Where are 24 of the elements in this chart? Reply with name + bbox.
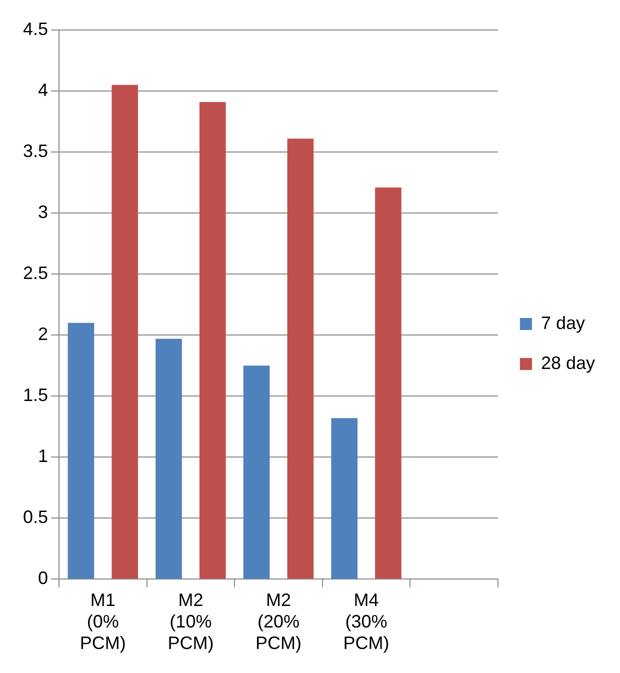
y-tick-label: 3.5 xyxy=(22,141,48,162)
y-tick-label: 2.5 xyxy=(22,263,48,284)
bar xyxy=(156,338,182,579)
x-tick-label: M1 (0% PCM) xyxy=(80,590,126,654)
y-tick-label: 1 xyxy=(38,446,48,466)
legend-label: 7 day xyxy=(540,312,586,333)
x-tick-label: M4 (30% PCM) xyxy=(343,590,390,654)
bar xyxy=(375,187,402,579)
y-tick-label: 1.5 xyxy=(22,385,48,406)
y-tick-label: 3 xyxy=(38,202,48,222)
y-tick-label: 4 xyxy=(38,80,48,100)
y-tick-label: 0 xyxy=(38,568,48,588)
bar xyxy=(243,366,270,579)
y-tick-label: 2 xyxy=(38,324,48,344)
y-tick-label: 0.5 xyxy=(22,507,48,528)
x-tick-label: M2 (10% PCM) xyxy=(168,590,214,654)
y-tick-label: 4.5 xyxy=(22,18,48,39)
bar xyxy=(68,322,94,579)
bar xyxy=(199,102,226,579)
x-tick-label: M2 (20% PCM) xyxy=(255,590,302,654)
bar xyxy=(331,418,358,579)
bar xyxy=(112,84,138,579)
bar xyxy=(287,138,314,579)
legend-label: 28 day xyxy=(540,352,596,373)
